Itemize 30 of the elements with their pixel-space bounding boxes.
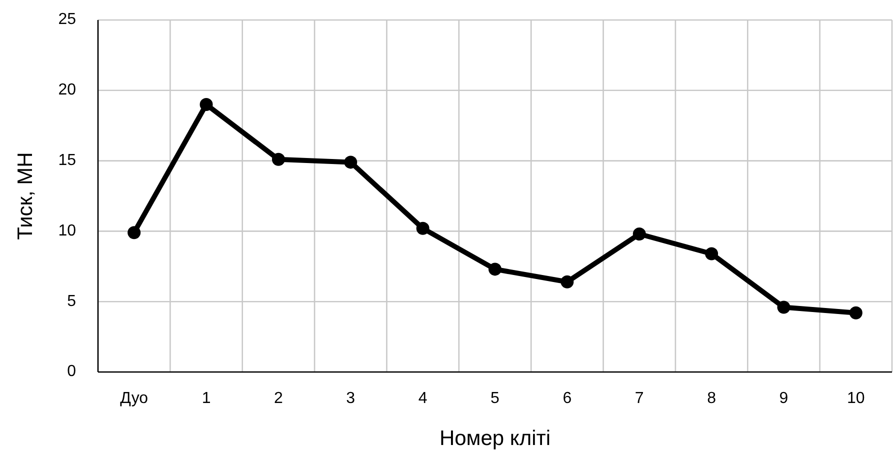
y-tick-label: 5	[67, 292, 76, 310]
x-tick-label: 10	[847, 390, 865, 408]
point	[488, 262, 502, 276]
x-tick-label: 3	[346, 390, 356, 408]
point	[777, 300, 790, 314]
y-tick-label: 25	[58, 11, 76, 28]
y-axis-title: Тиск, МН	[14, 152, 37, 240]
point	[849, 306, 862, 320]
x-tick-label: 4	[418, 390, 428, 408]
point	[705, 247, 718, 260]
point	[560, 275, 574, 288]
point	[128, 226, 141, 240]
x-tick-label: 6	[562, 390, 572, 408]
x-tick-label: 7	[634, 390, 644, 408]
point	[272, 152, 285, 166]
point	[416, 222, 430, 235]
y-tick-label: 15	[58, 152, 76, 170]
x-tick-label: 2	[274, 390, 283, 408]
point	[632, 228, 646, 241]
x-tick-label: 9	[779, 390, 788, 408]
point	[200, 98, 213, 111]
x-tick-label: Дуо	[120, 390, 148, 408]
x-axis-title: Номер кліті	[439, 427, 551, 450]
y-tick-label: 10	[58, 222, 76, 240]
point	[344, 156, 358, 169]
x-tick-label: 1	[202, 390, 211, 408]
y-tick-label: 0	[67, 363, 76, 380]
x-tick-label: 5	[490, 390, 500, 408]
x-tick-label: 8	[707, 390, 716, 408]
y-tick-label: 20	[58, 82, 76, 99]
